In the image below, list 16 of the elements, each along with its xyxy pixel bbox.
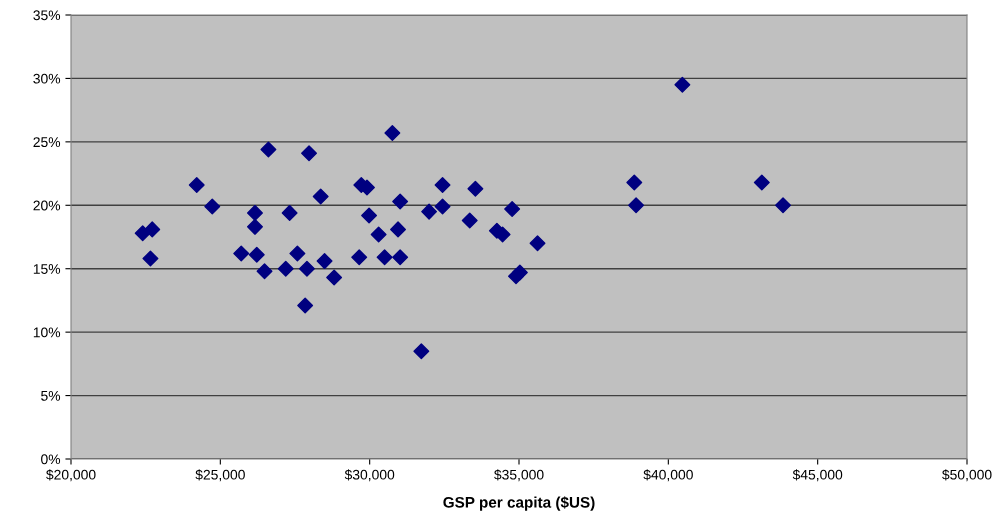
y-tick-label: 25%: [33, 137, 61, 148]
x-tick-label: $35,000: [494, 469, 544, 482]
y-tick-label: 0%: [41, 454, 61, 465]
y-tick-label: 30%: [33, 73, 61, 84]
x-tick-label: $25,000: [195, 469, 245, 482]
y-tick-label: 15%: [33, 264, 61, 274]
x-axis-title: GSP per capita ($US): [443, 496, 595, 511]
y-tick-label: 20%: [33, 200, 61, 211]
x-tick-label: $45,000: [792, 469, 843, 482]
x-tick-label: $20,000: [46, 469, 96, 482]
x-tick-label: $40,000: [643, 469, 693, 482]
y-tick-label: 10%: [33, 327, 61, 338]
x-tick-label: $50,000: [942, 469, 992, 482]
y-tick-label: 35%: [33, 10, 61, 21]
x-tick-label: $30,000: [344, 469, 395, 482]
y-tick-label: 5%: [41, 390, 61, 401]
